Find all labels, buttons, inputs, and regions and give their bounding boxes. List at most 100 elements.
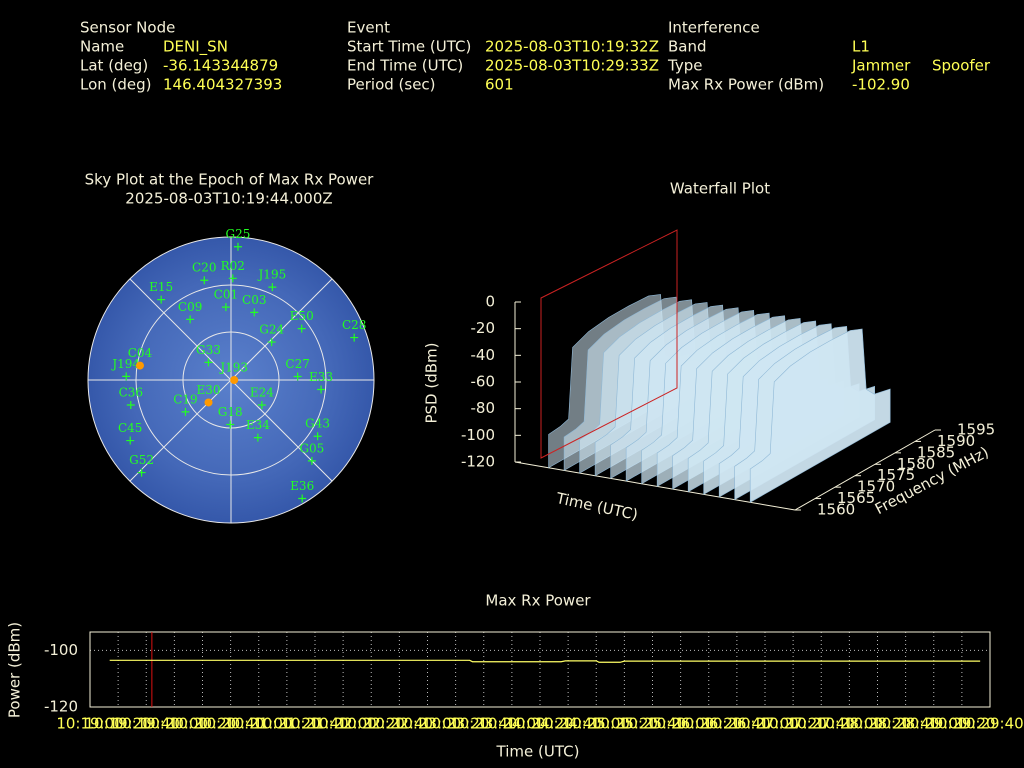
satellite-marker bbox=[253, 433, 262, 442]
satellite-label: G33 bbox=[196, 343, 221, 357]
y-tick-label: -100 bbox=[461, 426, 495, 444]
field-value: Spoofer bbox=[932, 57, 991, 75]
satellite-label: G52 bbox=[129, 453, 154, 467]
field-label: Start Time (UTC) bbox=[347, 38, 471, 56]
plot-frame bbox=[89, 631, 991, 708]
y-tick-label: -120 bbox=[44, 698, 78, 716]
satellite-marker bbox=[298, 494, 307, 503]
satellite-marker bbox=[297, 324, 306, 333]
field-value: Jammer bbox=[851, 57, 911, 75]
x-tick-label: 10:28:40 bbox=[872, 715, 939, 733]
x-tick-label: 10:24:00 bbox=[478, 715, 545, 733]
y-tick-label: -100 bbox=[44, 641, 78, 659]
satellite-marker bbox=[221, 303, 230, 312]
satellite-marker bbox=[313, 432, 322, 441]
x-axis-label: Time (UTC) bbox=[496, 743, 580, 761]
x-tick-label: 10:25:40 bbox=[619, 715, 686, 733]
x-tick-label: 10:27:00 bbox=[731, 715, 798, 733]
satellite-label: C19 bbox=[173, 392, 197, 406]
satellite-label: G43 bbox=[305, 417, 330, 431]
section-title: Interference bbox=[668, 19, 760, 37]
x-tick-label: 10:29:20 bbox=[928, 715, 995, 733]
satellite-marker bbox=[228, 274, 237, 283]
section-title: Event bbox=[347, 19, 390, 37]
satellite-label: G24 bbox=[259, 323, 284, 337]
x-tick-label: 10:26:40 bbox=[703, 715, 770, 733]
x-tick-label: 10:24:20 bbox=[506, 715, 573, 733]
z-tick-label: 1570 bbox=[857, 478, 895, 496]
z-tick-label: 1590 bbox=[937, 432, 975, 450]
satellite-marker bbox=[122, 372, 131, 381]
field-value: 146.404327393 bbox=[163, 76, 282, 94]
x-tick-label: 10:28:20 bbox=[844, 715, 911, 733]
satellite-marker bbox=[350, 333, 359, 342]
z-tick-label: 1560 bbox=[817, 501, 855, 519]
y-axis-label: Power (dBm) bbox=[6, 622, 24, 718]
satellite-label: C36 bbox=[119, 385, 143, 399]
satellite-label: C09 bbox=[178, 300, 202, 314]
x-tick-label: 10:21:40 bbox=[281, 715, 348, 733]
satellite-label: C01 bbox=[214, 288, 238, 302]
x-tick-label: 10:27:20 bbox=[759, 715, 826, 733]
x-tick-label: 10:21:00 bbox=[225, 715, 292, 733]
satellite-marker bbox=[135, 361, 144, 370]
chart-title: Max Rx Power bbox=[485, 592, 591, 610]
y-tick-label: -120 bbox=[461, 453, 495, 471]
x-tick-label: 10:29:00 bbox=[900, 715, 967, 733]
x-tick-label: 10:22:20 bbox=[338, 715, 405, 733]
satellite-label: E30 bbox=[197, 383, 221, 397]
x-tick-label: 10:19:00 bbox=[56, 715, 123, 733]
field-value: -36.143344879 bbox=[163, 57, 278, 75]
axis-line bbox=[514, 461, 796, 511]
satellite-label: C45 bbox=[118, 421, 142, 435]
field-value: DENI_SN bbox=[163, 38, 228, 57]
x-tick-label: 10:19:20 bbox=[84, 715, 151, 733]
x-tick-label: 10:23:20 bbox=[422, 715, 489, 733]
chart-title: Waterfall Plot bbox=[670, 180, 770, 198]
satellite-label: J194 bbox=[110, 357, 140, 371]
satellite-marker bbox=[230, 376, 239, 384]
chart-subtitle: 2025-08-03T10:19:44.000Z bbox=[125, 190, 332, 208]
satellite-label: E36 bbox=[290, 479, 314, 493]
field-value: 601 bbox=[485, 76, 514, 94]
satellite-label: G25 bbox=[226, 227, 251, 241]
satellite-marker bbox=[181, 407, 190, 416]
satellite-marker bbox=[200, 276, 209, 285]
satellite-marker bbox=[233, 242, 242, 251]
x-tick-label: 10:23:00 bbox=[394, 715, 461, 733]
x-tick-label: 10:20:00 bbox=[141, 715, 208, 733]
x-tick-label: 10:22:40 bbox=[366, 715, 433, 733]
satellite-label: R02 bbox=[221, 259, 245, 273]
x-axis-label: Time (UTC) bbox=[554, 489, 640, 524]
field-label: Lat (deg) bbox=[80, 57, 148, 75]
x-tick-label: 10:20:40 bbox=[197, 715, 264, 733]
z-tick-label: 1595 bbox=[957, 421, 995, 439]
satellite-marker bbox=[126, 400, 135, 409]
field-label: Period (sec) bbox=[347, 76, 436, 94]
field-value: 2025-08-03T10:19:32Z bbox=[485, 38, 659, 56]
satellite-label: E15 bbox=[149, 280, 173, 294]
satellite-marker bbox=[186, 315, 195, 324]
x-tick-label: 10:28:00 bbox=[816, 715, 883, 733]
satellite-label: C04 bbox=[128, 346, 153, 360]
y-axis-label: PSD (dBm) bbox=[423, 342, 441, 423]
x-tick-label: 10:26:20 bbox=[675, 715, 742, 733]
satellite-label: E24 bbox=[250, 385, 274, 399]
field-value: -102.90 bbox=[852, 76, 910, 94]
axis-line bbox=[794, 429, 936, 511]
y-tick-label: 0 bbox=[485, 293, 495, 311]
field-label: Band bbox=[668, 38, 707, 56]
satellite-label: G18 bbox=[218, 405, 243, 419]
field-label: End Time (UTC) bbox=[347, 57, 463, 75]
satellite-marker bbox=[204, 398, 213, 407]
section-title: Sensor Node bbox=[80, 19, 175, 37]
satellite-marker bbox=[137, 468, 146, 477]
satellite-label: C28 bbox=[342, 318, 366, 332]
z-tick-label: 1585 bbox=[917, 443, 955, 461]
x-tick-label: 10:21:20 bbox=[253, 715, 320, 733]
satellite-label: J195 bbox=[257, 268, 287, 282]
field-label: Max Rx Power (dBm) bbox=[668, 76, 824, 94]
satellite-label: C20 bbox=[192, 261, 216, 275]
z-tick-label: 1565 bbox=[837, 489, 875, 507]
